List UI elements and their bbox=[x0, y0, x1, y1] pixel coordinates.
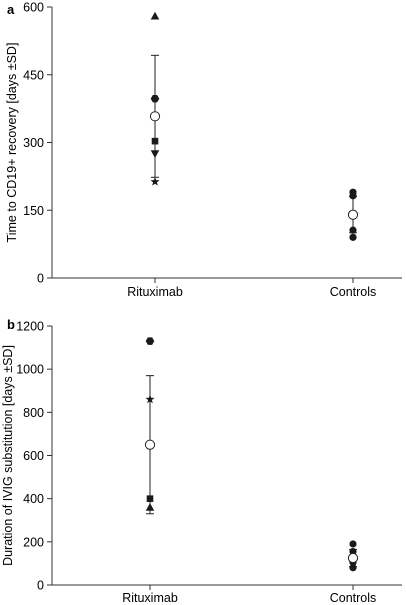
x-category-label: Controls bbox=[330, 591, 377, 605]
chart-panel-b: b 0 200 400 600 800 1000 1200 Rituximab Controls D… bbox=[1, 317, 402, 605]
group-controls bbox=[347, 540, 359, 572]
y-tick-label: 300 bbox=[23, 136, 44, 150]
y-tick-label: 0 bbox=[37, 272, 44, 286]
y-tick-label: 400 bbox=[23, 492, 44, 506]
group-rituximab bbox=[144, 337, 156, 515]
mean-marker bbox=[347, 209, 359, 220]
data-point-circle bbox=[349, 564, 357, 572]
data-point-circle bbox=[349, 540, 357, 548]
panel-letter: a bbox=[7, 2, 15, 17]
x-category-label: Rituximab bbox=[122, 591, 178, 605]
y-tick-label: 450 bbox=[23, 68, 44, 82]
x-category-label: Controls bbox=[330, 285, 377, 299]
y-tick-label: 0 bbox=[37, 579, 44, 593]
data-point-square bbox=[151, 137, 159, 145]
y-axis-title: Time to CD19+ recovery [days ±SD] bbox=[5, 43, 19, 243]
data-point-triangle-up bbox=[145, 503, 155, 511]
y-tick-label: 200 bbox=[23, 535, 44, 549]
group-controls bbox=[347, 188, 359, 241]
panel-letter: b bbox=[7, 317, 15, 332]
data-point-hexagon bbox=[145, 337, 155, 345]
y-tick-label: 600 bbox=[23, 449, 44, 463]
y-tick-label: 150 bbox=[23, 204, 44, 218]
data-point-circle bbox=[349, 226, 357, 234]
mean-marker bbox=[149, 111, 161, 122]
y-tick-label: 1000 bbox=[16, 363, 44, 377]
data-point-triangle-up bbox=[150, 11, 160, 20]
data-point-triangle-down bbox=[150, 150, 160, 159]
y-tick-label: 600 bbox=[23, 1, 44, 15]
y-axis-title: Duration of IVIG substitution [days ±SD] bbox=[1, 345, 15, 566]
data-point-circle bbox=[349, 233, 357, 241]
mean-marker bbox=[347, 552, 359, 564]
data-point-star bbox=[145, 394, 155, 404]
data-point-circle bbox=[349, 192, 357, 200]
data-point-square bbox=[146, 495, 154, 502]
mean-marker bbox=[144, 439, 156, 450]
y-tick-label: 800 bbox=[23, 406, 44, 420]
x-category-label: Rituximab bbox=[127, 285, 183, 299]
group-rituximab bbox=[149, 11, 161, 186]
data-point-hexagon bbox=[150, 94, 160, 103]
y-tick-label: 1200 bbox=[16, 320, 44, 334]
chart-panel-a: a 0 150 300 450 600 Rituximab Controls Time to C… bbox=[5, 1, 402, 299]
data-point-star bbox=[150, 177, 160, 186]
